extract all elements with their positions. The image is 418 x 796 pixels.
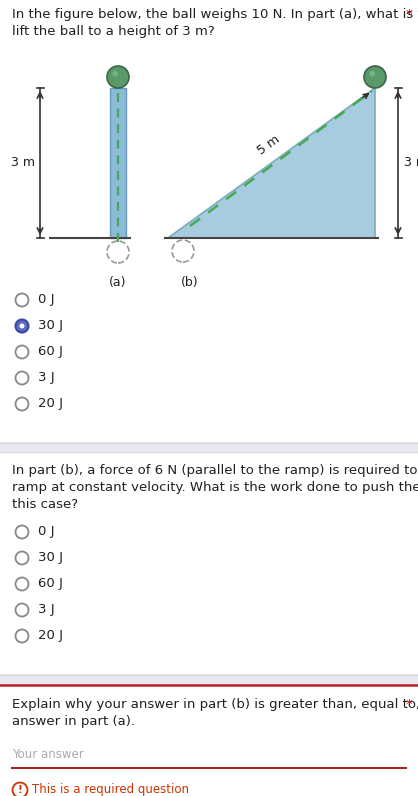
Text: 3 m: 3 m <box>404 157 418 170</box>
Text: 20 J: 20 J <box>38 630 63 642</box>
Circle shape <box>370 71 375 76</box>
Circle shape <box>15 345 28 358</box>
Bar <box>110 88 126 238</box>
Circle shape <box>15 294 28 306</box>
Text: 30 J: 30 J <box>38 552 63 564</box>
Text: 60 J: 60 J <box>38 345 63 358</box>
Text: 3 J: 3 J <box>38 603 55 616</box>
Text: 0 J: 0 J <box>38 294 54 306</box>
Text: 5 m: 5 m <box>255 133 283 158</box>
Text: *: * <box>405 698 412 711</box>
Text: 20 J: 20 J <box>38 397 63 411</box>
Text: 30 J: 30 J <box>38 319 63 333</box>
Text: !: ! <box>18 785 23 795</box>
Text: (b): (b) <box>181 276 199 289</box>
Polygon shape <box>168 88 375 238</box>
Text: In part (b), a force of 6 N (parallel to the ramp) is required to push the ball : In part (b), a force of 6 N (parallel to… <box>12 464 418 511</box>
Circle shape <box>107 66 129 88</box>
Text: This is a required question: This is a required question <box>32 783 189 796</box>
Text: In the figure below, the ball weighs 10 N. In part (a), what is the work require: In the figure below, the ball weighs 10 … <box>12 8 418 38</box>
Circle shape <box>15 319 28 333</box>
Circle shape <box>15 578 28 591</box>
Text: Explain why your answer in part (b) is greater than, equal to, or less than your: Explain why your answer in part (b) is g… <box>12 698 418 728</box>
Text: 3 J: 3 J <box>38 372 55 384</box>
Text: *: * <box>405 8 412 21</box>
Circle shape <box>20 323 25 329</box>
Text: 60 J: 60 J <box>38 578 63 591</box>
Circle shape <box>15 525 28 539</box>
Circle shape <box>15 372 28 384</box>
Text: 3 m: 3 m <box>11 157 35 170</box>
Circle shape <box>15 397 28 411</box>
Circle shape <box>364 66 386 88</box>
Circle shape <box>112 71 118 76</box>
Circle shape <box>15 552 28 564</box>
Text: Your answer: Your answer <box>12 748 84 761</box>
Text: 0 J: 0 J <box>38 525 54 539</box>
Circle shape <box>15 630 28 642</box>
Text: (a): (a) <box>109 276 127 289</box>
Circle shape <box>15 603 28 616</box>
